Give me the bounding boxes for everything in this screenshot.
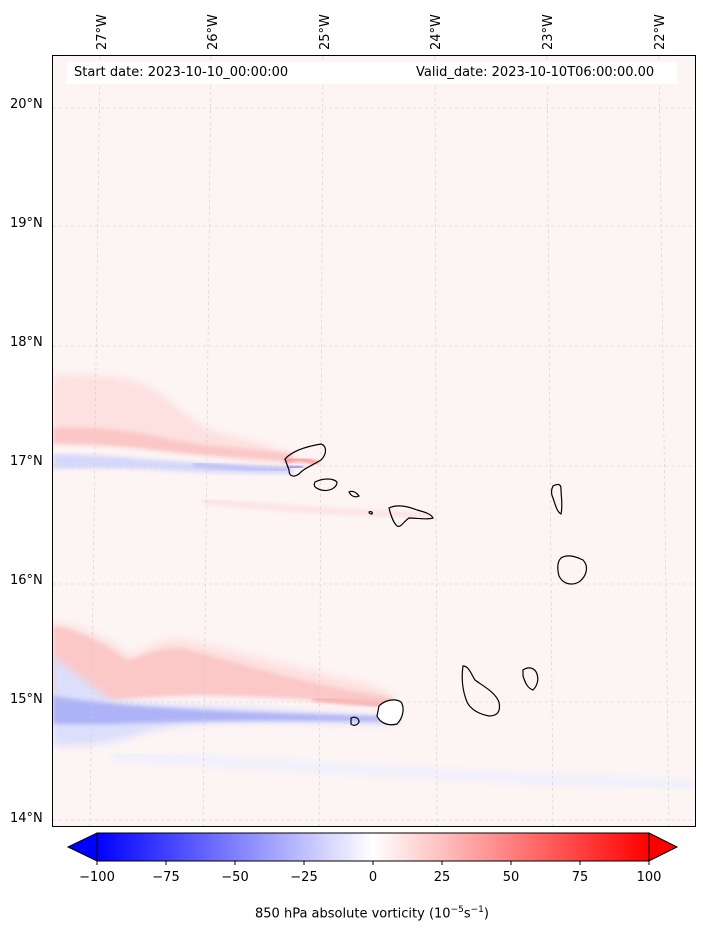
start-date-label: Start date: 2023-10-10_00:00:00 bbox=[74, 65, 289, 80]
colorbar-title-mid: s bbox=[463, 906, 471, 922]
lon-label-25w: 25°W bbox=[318, 14, 333, 50]
north-positive-band bbox=[53, 427, 293, 461]
colorbar-tick-neg75: −75 bbox=[152, 870, 180, 885]
colorbar-tick-50: 50 bbox=[502, 870, 520, 885]
valid-date-label: Valid_date: 2023-10-10T06:00:00.00 bbox=[416, 65, 655, 80]
colorbar-title-end: ) bbox=[483, 906, 489, 922]
colorbar-max-arrow bbox=[648, 832, 679, 862]
south-positive-core bbox=[53, 626, 393, 706]
colorbar-tick-neg50: −50 bbox=[221, 870, 249, 885]
header-box bbox=[67, 62, 677, 84]
lon-label-26w: 26°W bbox=[206, 14, 221, 50]
graticule bbox=[53, 56, 695, 826]
map-panel bbox=[52, 55, 696, 827]
colorbar-tick-100: 100 bbox=[636, 870, 662, 885]
lat-label-17n: 17°N bbox=[10, 454, 43, 469]
coastlines bbox=[284, 443, 588, 726]
lat-label-19n: 19°N bbox=[10, 216, 43, 231]
island-islet bbox=[368, 511, 373, 515]
south-negative-core bbox=[53, 696, 398, 724]
island-maio bbox=[522, 667, 539, 691]
south-weak-negative bbox=[112, 751, 695, 791]
island-boa-vista bbox=[557, 555, 588, 585]
lon-label-24w: 24°W bbox=[429, 14, 444, 50]
colorbar-title-exp2: −1 bbox=[470, 905, 484, 915]
lat-label-16n: 16°N bbox=[10, 573, 43, 588]
lat-label-18n: 18°N bbox=[10, 335, 43, 350]
island-sao-nicolau bbox=[388, 505, 434, 527]
island-santa-luzia bbox=[348, 490, 360, 498]
island-sal bbox=[550, 483, 563, 515]
lat-label-14n: 14°N bbox=[10, 811, 43, 826]
colorbar-tick-neg100: −100 bbox=[79, 870, 115, 885]
colorbar-tick-neg25: −25 bbox=[290, 870, 318, 885]
lon-label-27w: 27°W bbox=[95, 14, 110, 50]
colorbar-min-arrow bbox=[66, 832, 98, 862]
colorbar-gradient bbox=[96, 832, 650, 862]
lat-label-15n: 15°N bbox=[10, 692, 43, 707]
island-sao-vicente bbox=[313, 478, 338, 492]
island-brava bbox=[350, 716, 360, 726]
colorbar-tick-25: 25 bbox=[433, 870, 451, 885]
colorbar bbox=[66, 832, 679, 865]
colorbar-tick-0: 0 bbox=[368, 870, 378, 885]
colorbar-title: 850 hPa absolute vorticity (10−5s−1) bbox=[255, 905, 489, 921]
colorbar-title-main: 850 hPa absolute vorticity (10 bbox=[255, 906, 451, 922]
santo-antao-negative bbox=[286, 464, 304, 469]
colorbar-tick-75: 75 bbox=[571, 870, 589, 885]
island-santo-antao bbox=[284, 443, 327, 477]
north-negative-core bbox=[192, 462, 289, 472]
vorticity-field bbox=[53, 56, 695, 826]
island-santiago bbox=[461, 665, 501, 717]
colorbar-title-exp1: −5 bbox=[450, 905, 464, 915]
lon-label-23w: 23°W bbox=[541, 14, 556, 50]
colorbar-ticks bbox=[96, 861, 650, 865]
lon-label-22w: 22°W bbox=[653, 14, 668, 50]
lat-label-20n: 20°N bbox=[10, 97, 43, 112]
north-negative-band bbox=[53, 454, 293, 474]
south-negative-plume bbox=[53, 656, 398, 746]
island-fogo bbox=[376, 699, 404, 726]
